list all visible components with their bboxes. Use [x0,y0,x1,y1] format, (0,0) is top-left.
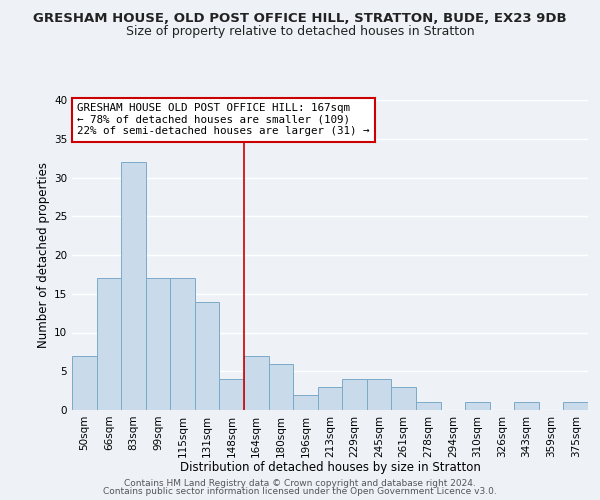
Bar [416,402,440,410]
Bar [465,402,490,410]
X-axis label: Distribution of detached houses by size in Stratton: Distribution of detached houses by size … [179,461,481,474]
Text: GRESHAM HOUSE OLD POST OFFICE HILL: 167sqm
← 78% of detached houses are smaller : GRESHAM HOUSE OLD POST OFFICE HILL: 167s… [77,103,370,136]
Bar [146,278,170,410]
Bar [244,356,269,410]
Bar [342,379,367,410]
Bar [514,402,539,410]
Bar [318,387,342,410]
Bar [563,402,588,410]
Bar [195,302,220,410]
Bar [170,278,195,410]
Bar [293,394,318,410]
Text: Size of property relative to detached houses in Stratton: Size of property relative to detached ho… [125,25,475,38]
Text: GRESHAM HOUSE, OLD POST OFFICE HILL, STRATTON, BUDE, EX23 9DB: GRESHAM HOUSE, OLD POST OFFICE HILL, STR… [33,12,567,26]
Bar [121,162,146,410]
Text: Contains public sector information licensed under the Open Government Licence v3: Contains public sector information licen… [103,487,497,496]
Bar [72,356,97,410]
Text: Contains HM Land Registry data © Crown copyright and database right 2024.: Contains HM Land Registry data © Crown c… [124,478,476,488]
Bar [269,364,293,410]
Bar [97,278,121,410]
Bar [367,379,391,410]
Bar [391,387,416,410]
Y-axis label: Number of detached properties: Number of detached properties [37,162,50,348]
Bar [220,379,244,410]
